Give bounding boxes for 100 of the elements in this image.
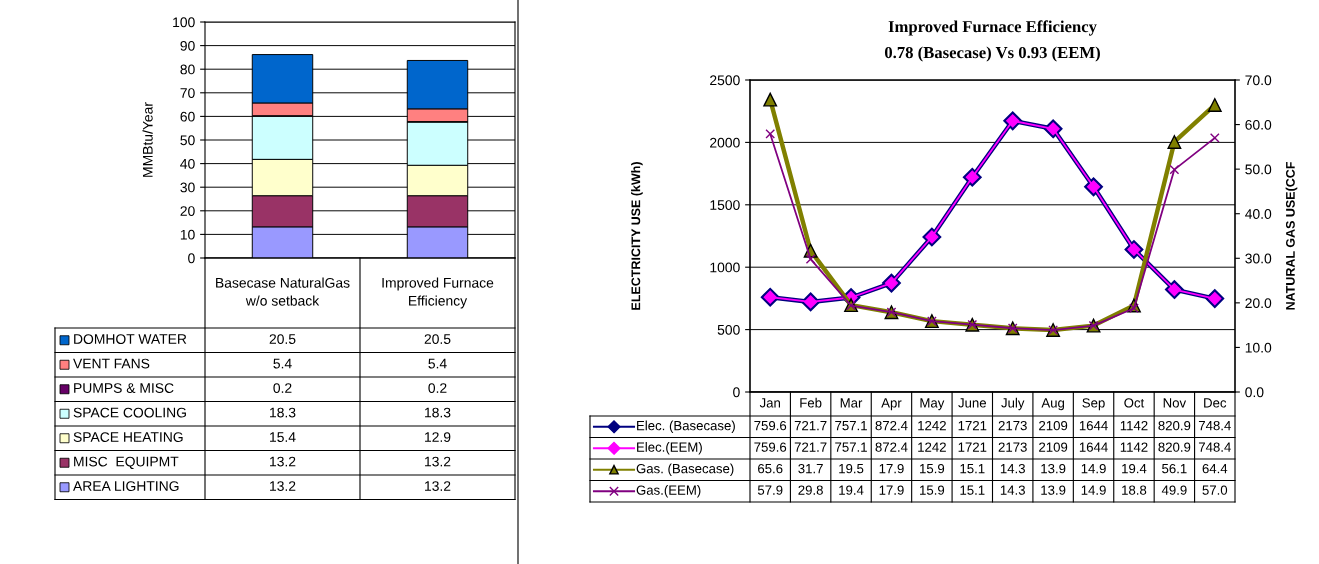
data-label: 15.1 <box>960 464 985 474</box>
data-label: 13.2 <box>270 456 296 467</box>
data-label: 1142 <box>1120 442 1148 452</box>
data-label: 57.0 <box>1202 485 1228 495</box>
y2-tick-label: 70.0 <box>1245 75 1272 86</box>
data-label: 13.2 <box>425 481 451 491</box>
data-label: 12.9 <box>425 432 451 442</box>
legend-label: Gas.(EEM) <box>636 485 701 498</box>
data-label: 721.7 <box>794 442 827 452</box>
y-tick-label: 500 <box>717 324 740 335</box>
data-label: 15.9 <box>920 485 945 495</box>
x-tick-label: Basecase NaturalGas w/o setback <box>216 277 350 306</box>
data-label: 14.9 <box>1081 463 1106 474</box>
data-label: 721.7 <box>794 420 827 431</box>
y-axis-title: MMBtu/Year <box>142 102 153 177</box>
data-label: 872.4 <box>875 420 908 431</box>
data-label: 2173 <box>998 420 1027 431</box>
y-tick-label: 80 <box>180 64 195 75</box>
data-label: 1142 <box>1120 420 1148 431</box>
y-tick-label: 0 <box>733 387 740 398</box>
data-label: 1721 <box>958 420 987 431</box>
data-label: 13.9 <box>1041 463 1066 474</box>
data-label: 15.1 <box>960 485 985 495</box>
data-label: 5.4 <box>273 358 292 369</box>
y-tick-label: 60 <box>180 111 195 122</box>
data-label: 757.1 <box>835 421 867 431</box>
data-label: 57.9 <box>757 485 783 495</box>
x-tick-label: Feb <box>800 397 822 408</box>
data-label: 20.5 <box>269 334 296 344</box>
y-tick-label: 30 <box>180 182 195 193</box>
data-label: 759.6 <box>754 442 787 452</box>
x-tick-label: Apr <box>881 398 902 411</box>
y-tick-label: 70 <box>180 88 195 98</box>
y-tick-label: 50 <box>180 135 195 146</box>
data-label: 19.5 <box>839 463 864 474</box>
y-tick-label: 20 <box>180 206 195 216</box>
y-tick-label: 40 <box>180 158 195 169</box>
x-tick-label: July <box>1001 397 1025 411</box>
y2-axis-title: NATURAL GAS USE(CCF <box>1285 162 1298 310</box>
y-tick-label: 1000 <box>710 262 740 273</box>
data-label: 15.9 <box>920 463 945 474</box>
data-label: 1721 <box>958 442 987 452</box>
data-label: 0.2 <box>428 383 447 393</box>
data-label: 64.4 <box>1202 463 1228 474</box>
data-label: 1644 <box>1079 442 1108 452</box>
data-label: 5.4 <box>428 358 447 369</box>
x-tick-label: June <box>958 398 987 408</box>
legend-label: VENT FANS <box>73 358 150 369</box>
x-tick-label: Nov <box>1163 398 1187 408</box>
data-label: 18.3 <box>425 407 451 418</box>
data-label: 13.9 <box>1041 485 1066 495</box>
data-label: 17.9 <box>879 463 904 474</box>
data-label: 13.2 <box>425 456 451 467</box>
chart-title: Improved Furnace Efficiency <box>888 20 1097 36</box>
y-tick-label: 0 <box>188 253 195 264</box>
y-tick-label: 1500 <box>710 200 740 210</box>
data-label: 18.8 <box>1122 485 1147 495</box>
y-tick-label: 100 <box>173 17 195 28</box>
data-label: 17.9 <box>879 485 904 495</box>
data-label: 2109 <box>1039 442 1068 452</box>
y-tick-label: 2500 <box>710 75 740 86</box>
data-label: 2109 <box>1039 420 1068 431</box>
data-label: 1242 <box>918 420 946 431</box>
x-tick-label: May <box>920 398 945 411</box>
data-label: 20.5 <box>424 334 451 344</box>
legend-label: Gas. (Basecase) <box>636 463 734 476</box>
x-tick-label: Oct <box>1124 398 1145 408</box>
x-tick-label: Jan <box>759 398 780 408</box>
y2-tick-label: 10.0 <box>1245 342 1272 353</box>
data-label: 13.2 <box>270 481 296 491</box>
data-label: 65.6 <box>758 463 783 474</box>
data-label: 19.4 <box>839 485 864 495</box>
data-label: 56.1 <box>1162 463 1187 474</box>
data-label: 14.3 <box>1000 485 1025 495</box>
data-label: 19.4 <box>1122 463 1147 474</box>
data-label: 820.9 <box>1158 442 1191 452</box>
data-label: 18.3 <box>270 407 296 418</box>
data-label: 757.1 <box>835 442 867 452</box>
y-tick-label: 2000 <box>710 137 740 148</box>
legend-label: MISC EQUIPMT <box>74 456 179 469</box>
data-label: 15.4 <box>270 432 296 442</box>
legend-label: DOMHOT WATER <box>74 334 187 344</box>
data-label: 748.4 <box>1198 442 1231 452</box>
data-label: 1242 <box>918 442 946 452</box>
data-label: 29.8 <box>798 485 823 495</box>
legend-label: Elec. (Basecase) <box>637 420 735 433</box>
y2-tick-label: 30.0 <box>1245 253 1272 264</box>
x-tick-label: Mar <box>840 398 863 408</box>
data-label: 14.9 <box>1081 485 1106 495</box>
y2-tick-label: 20.0 <box>1245 298 1272 309</box>
legend-label: AREA LIGHTING <box>73 481 179 491</box>
legend-label: PUMPS & MISC <box>74 383 174 393</box>
data-label: 872.4 <box>875 442 908 452</box>
x-tick-label: Aug <box>1041 398 1065 411</box>
y2-tick-label: 50.0 <box>1245 164 1272 175</box>
x-tick-label: Dec <box>1204 398 1227 408</box>
legend-label: SPACE COOLING <box>73 407 186 418</box>
legend-label: SPACE HEATING <box>73 432 183 442</box>
data-label: 0.2 <box>273 383 292 393</box>
y2-tick-label: 60.0 <box>1245 119 1272 130</box>
